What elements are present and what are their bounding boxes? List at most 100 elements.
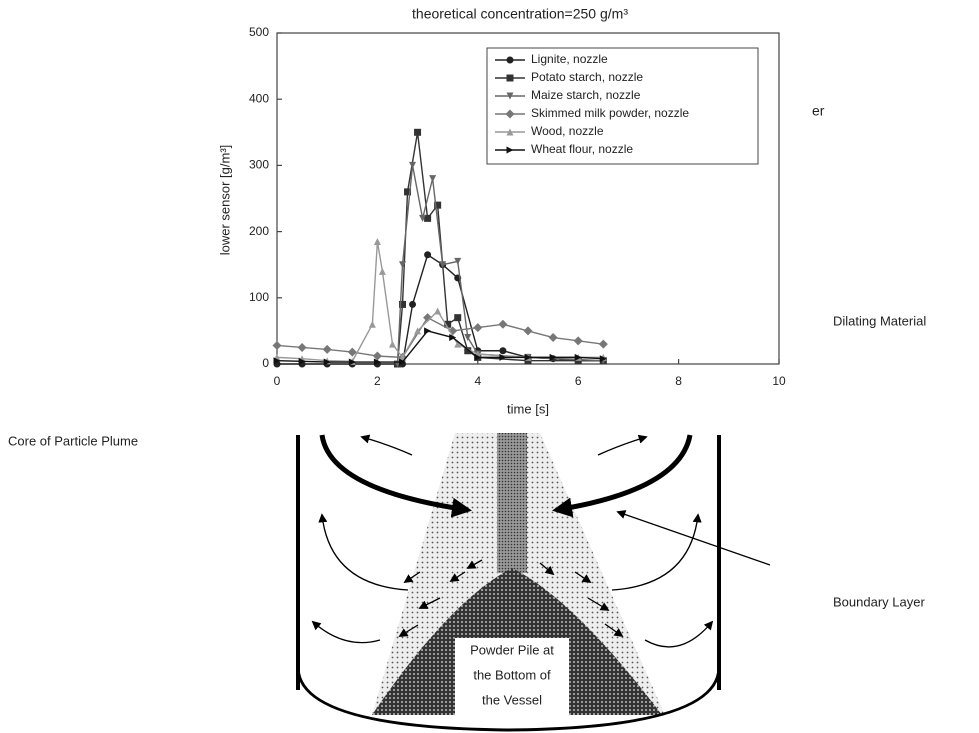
series-marker [434,307,442,315]
series-marker [419,214,427,222]
series-marker [474,353,482,361]
series-marker [399,358,406,366]
series-marker [424,327,432,335]
series-marker [599,355,607,363]
legend-label: Maize starch, nozzle [531,88,641,102]
x-axis-label: time [s] [507,401,549,416]
series-marker [498,319,508,329]
series-marker [464,347,472,355]
series-marker [454,257,462,265]
pile-label: the Vessel [482,692,542,707]
series-marker [499,353,507,361]
series-marker [523,326,533,336]
pile-label: Powder Pile at [470,642,554,657]
series-marker [272,340,282,350]
legend-label: Lignite, nozzle [531,52,608,66]
series-line [396,165,604,365]
series-marker [574,353,582,361]
series-marker [444,320,452,328]
series-marker [409,161,417,169]
y-tick-label: 400 [249,91,269,105]
overlay-fragment: er [812,103,825,119]
flow-arrows [311,434,771,648]
series-marker [434,201,442,209]
boundary-label: Boundary Layer [833,594,925,609]
series-marker [322,344,332,354]
x-tick-label: 10 [772,374,786,388]
series-marker [573,336,583,346]
y-tick-label: 0 [262,356,269,370]
series-line [276,316,604,359]
pile-label: the Bottom of [473,667,551,682]
series-marker [404,188,412,196]
legend-label: Wheat flour, nozzle [531,142,633,156]
series-marker [424,214,432,222]
legend-label: Potato starch, nozzle [531,70,643,84]
inflow-arrow [319,434,472,518]
x-tick-label: 6 [575,374,582,388]
series-marker [423,313,433,323]
legend-label: Skimmed milk powder, nozzle [531,106,689,120]
legend-marker [506,74,514,82]
series-marker [414,128,422,136]
series-marker [499,347,507,355]
y-tick-label: 500 [249,25,269,39]
legend-marker [506,146,514,154]
legend-marker [506,92,514,100]
series-marker [373,358,381,366]
series-line [396,132,604,365]
y-tick-label: 100 [249,290,269,304]
series-marker [297,342,307,352]
series-marker [399,261,406,269]
series-marker [548,333,558,343]
series-marker [372,351,382,361]
series-marker [298,357,306,365]
x-tick-label: 2 [374,374,381,388]
series-marker [347,347,357,357]
y-axis-label: lower sensor [g/m³] [217,145,232,256]
series-marker [524,353,532,361]
legend-marker [505,109,515,119]
series-marker [429,175,437,183]
series-marker [414,327,422,335]
series-marker [454,314,462,322]
series-marker [388,340,396,348]
plume-core [497,433,527,573]
legend-marker [506,56,514,64]
legend-label: Wood, nozzle [531,124,604,138]
vessel-bottom [296,667,721,732]
core-label: Core of Particle Plume [8,433,138,448]
inflow-arrow [552,434,693,518]
y-tick-label: 300 [249,158,269,172]
series-marker [368,320,376,328]
series-marker [273,357,281,365]
series-marker [439,261,447,269]
series-marker [473,323,483,333]
series-line [276,330,604,363]
series-marker [409,300,417,308]
series-marker [323,358,331,366]
series-marker [549,353,557,361]
legend-box [486,47,759,165]
y-tick-label: 200 [249,224,269,238]
x-tick-label: 0 [274,374,281,388]
legend-marker [506,128,514,136]
chart: theoretical concentration=250 g/m³ time … [217,6,824,417]
chart-title: theoretical concentration=250 g/m³ [412,6,628,22]
series-marker [449,334,457,342]
series-marker [373,238,381,246]
vessel-diagram: Dilating Material Core of Particle Plume… [8,313,926,732]
series-marker [399,300,406,308]
series-line [276,241,604,363]
pile-label-box [455,638,569,716]
series-marker [598,339,608,349]
dilating-label: Dilating Material [833,313,926,328]
x-tick-label: 4 [474,374,481,388]
series-marker [464,334,472,342]
series-marker [348,358,356,366]
series-marker [424,251,432,259]
series-marker [378,267,386,275]
x-tick-label: 8 [675,374,682,388]
